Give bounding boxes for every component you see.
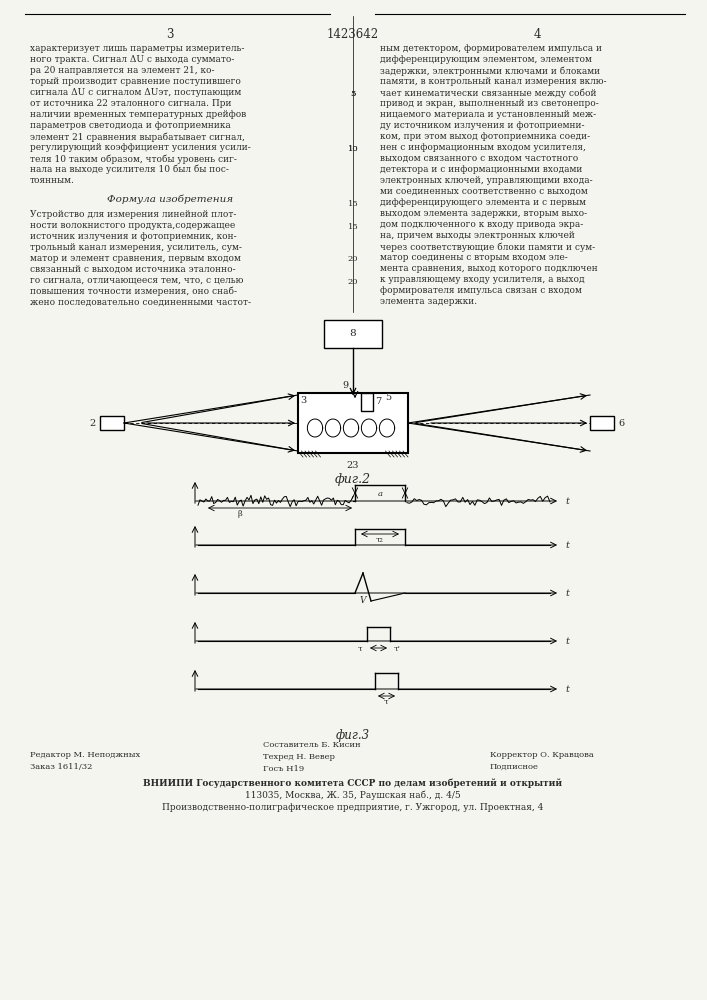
Text: 5: 5 (385, 392, 391, 401)
Text: 20: 20 (348, 278, 358, 286)
Text: через соответствующие блоки памяти и сум-: через соответствующие блоки памяти и сум… (380, 242, 595, 251)
Text: дом подключенного к входу привода экра-: дом подключенного к входу привода экра- (380, 220, 583, 229)
Text: матор соединены с вторым входом эле-: матор соединены с вторым входом эле- (380, 253, 568, 262)
Text: дифференцирующим элементом, элементом: дифференцирующим элементом, элементом (380, 55, 592, 64)
Text: Формула изобретения: Формула изобретения (107, 194, 233, 204)
Text: 8: 8 (350, 330, 356, 338)
Text: τ: τ (384, 698, 388, 706)
Text: 23: 23 (346, 461, 359, 470)
Text: параметров светодиода и фотоприемника: параметров светодиода и фотоприемника (30, 121, 230, 130)
Text: 1423642: 1423642 (327, 28, 379, 41)
Text: 5: 5 (350, 90, 356, 98)
Text: t: t (565, 540, 569, 550)
Text: 3: 3 (166, 28, 174, 41)
Text: наличии временных температурных дрейфов: наличии временных температурных дрейфов (30, 110, 246, 119)
Text: ми соединенных соответственно с выходом: ми соединенных соответственно с выходом (380, 187, 588, 196)
Text: электронных ключей, управляющими входа-: электронных ключей, управляющими входа- (380, 176, 592, 185)
Text: детектора и с информационными входами: детектора и с информационными входами (380, 165, 583, 174)
Text: 4: 4 (533, 28, 541, 41)
Text: 113035, Москва, Ж. 35, Раушская наб., д. 4/5: 113035, Москва, Ж. 35, Раушская наб., д.… (245, 791, 461, 800)
Text: ности волокнистого продукта,содержащее: ности волокнистого продукта,содержащее (30, 221, 235, 230)
Text: ду источником излучения и фотоприемни-: ду источником излучения и фотоприемни- (380, 121, 585, 130)
Text: повышения точности измерения, оно снаб-: повышения точности измерения, оно снаб- (30, 287, 237, 296)
Text: τ': τ' (394, 645, 400, 653)
Text: 3: 3 (300, 396, 306, 405)
Text: задержки, электронными ключами и блоками: задержки, электронными ключами и блоками (380, 66, 600, 76)
Text: торый производит сравнение поступившего: торый производит сравнение поступившего (30, 77, 241, 86)
Text: ного тракта. Сигнал ΔU с выхода суммато-: ного тракта. Сигнал ΔU с выхода суммато- (30, 55, 235, 64)
Text: элемент 21 сравнения вырабатывает сигнал,: элемент 21 сравнения вырабатывает сигнал… (30, 132, 245, 141)
Text: к управляющему входу усилителя, а выход: к управляющему входу усилителя, а выход (380, 275, 585, 284)
Text: нала на выходе усилителя 10 был бы пос-: нала на выходе усилителя 10 был бы пос- (30, 165, 229, 174)
Text: t: t (565, 684, 569, 694)
Text: формирователя импульса связан с входом: формирователя импульса связан с входом (380, 286, 582, 295)
Text: фиг.3: фиг.3 (336, 729, 370, 742)
Text: t: t (565, 637, 569, 646)
Bar (361, 393, 373, 411)
Text: от источника 22 эталонного сигнала. При: от источника 22 эталонного сигнала. При (30, 99, 231, 108)
Text: V: V (360, 596, 366, 605)
Text: элемента задержки.: элемента задержки. (380, 297, 477, 306)
Text: нен с информационным входом усилителя,: нен с информационным входом усилителя, (380, 143, 586, 152)
Bar (100, 416, 124, 430)
Text: ВНИИПИ Государственного комитета СССР по делам изобретений и открытий: ВНИИПИ Государственного комитета СССР по… (144, 779, 563, 788)
Text: Госъ Н19: Госъ Н19 (263, 765, 304, 773)
Text: 7: 7 (375, 397, 381, 406)
Text: чает кинематически связанные между собой: чает кинематически связанные между собой (380, 88, 597, 98)
Text: a: a (378, 490, 382, 498)
Text: t: t (565, 588, 569, 597)
Text: Заказ 1611/32: Заказ 1611/32 (30, 763, 93, 771)
Text: матор и элемент сравнения, первым входом: матор и элемент сравнения, первым входом (30, 254, 241, 263)
Text: источник излучения и фотоприемник, кон-: источник излучения и фотоприемник, кон- (30, 232, 237, 241)
Text: Техред Н. Вевер: Техред Н. Вевер (263, 753, 335, 761)
Text: дифференцирующего элемента и с первым: дифференцирующего элемента и с первым (380, 198, 586, 207)
Text: 9: 9 (342, 380, 348, 389)
Text: 5: 5 (350, 90, 356, 98)
Text: Производственно-полиграфическое предприятие, г. Ужгород, ул. Проектная, 4: Производственно-полиграфическое предприя… (163, 803, 544, 812)
Text: 15: 15 (348, 223, 358, 231)
Text: выходом элемента задержки, вторым выхо-: выходом элемента задержки, вторым выхо- (380, 209, 587, 218)
Text: Составитель Б. Кисин: Составитель Б. Кисин (263, 741, 361, 749)
Text: 6: 6 (618, 418, 624, 428)
Text: ком, при этом выход фотоприемника соеди-: ком, при этом выход фотоприемника соеди- (380, 132, 590, 141)
Text: Подписное: Подписное (490, 763, 539, 771)
Text: характеризует лишь параметры измеритель-: характеризует лишь параметры измеритель- (30, 44, 245, 53)
Text: привод и экран, выполненный из светонепро-: привод и экран, выполненный из светонепр… (380, 99, 599, 108)
Text: 2: 2 (89, 418, 95, 428)
Text: Устройство для измерения линейной плот-: Устройство для измерения линейной плот- (30, 210, 236, 219)
Text: t: t (565, 496, 569, 506)
Text: го сигнала, отличающееся тем, что, с целью: го сигнала, отличающееся тем, что, с цел… (30, 276, 243, 285)
Text: сигнала ΔU с сигналом ΔUэт, поступающим: сигнала ΔU с сигналом ΔUэт, поступающим (30, 88, 241, 97)
Text: тоянным.: тоянным. (30, 176, 75, 185)
Text: 10: 10 (348, 145, 358, 153)
Text: мента сравнения, выход которого подключен: мента сравнения, выход которого подключе… (380, 264, 597, 273)
Text: τ: τ (358, 645, 362, 653)
Text: β: β (238, 510, 243, 518)
Text: теля 10 таким образом, чтобы уровень сиг-: теля 10 таким образом, чтобы уровень сиг… (30, 154, 237, 163)
Text: ным детектором, формирователем импульса и: ным детектором, формирователем импульса … (380, 44, 602, 53)
Text: регулирующий коэффициент усиления усили-: регулирующий коэффициент усиления усили- (30, 143, 251, 152)
Bar (590, 416, 614, 430)
Bar (324, 320, 382, 348)
Text: ра 20 направляется на элемент 21, ко-: ра 20 направляется на элемент 21, ко- (30, 66, 214, 75)
Bar (298, 393, 408, 453)
Text: 15: 15 (348, 200, 358, 208)
Text: Редактор М. Неподжных: Редактор М. Неподжных (30, 751, 140, 759)
Text: памяти, в контрольный канал измерения вклю-: памяти, в контрольный канал измерения вк… (380, 77, 607, 86)
Text: τ₂: τ₂ (376, 536, 384, 544)
Text: жено последовательно соединенными частот-: жено последовательно соединенными частот… (30, 298, 251, 307)
Text: ницаемого материала и установленный меж-: ницаемого материала и установленный меж- (380, 110, 596, 119)
Text: Корректор О. Кравцова: Корректор О. Кравцова (490, 751, 594, 759)
Text: на, причем выходы электронных ключей: на, причем выходы электронных ключей (380, 231, 575, 240)
Text: связанный с выходом источника эталонно-: связанный с выходом источника эталонно- (30, 265, 235, 274)
Text: фиг.2: фиг.2 (335, 473, 371, 486)
Text: трольный канал измерения, усилитель, сум-: трольный канал измерения, усилитель, сум… (30, 243, 242, 252)
Text: 10: 10 (348, 145, 358, 153)
Text: выходом связанного с входом частотного: выходом связанного с входом частотного (380, 154, 578, 163)
Text: 20: 20 (348, 255, 358, 263)
